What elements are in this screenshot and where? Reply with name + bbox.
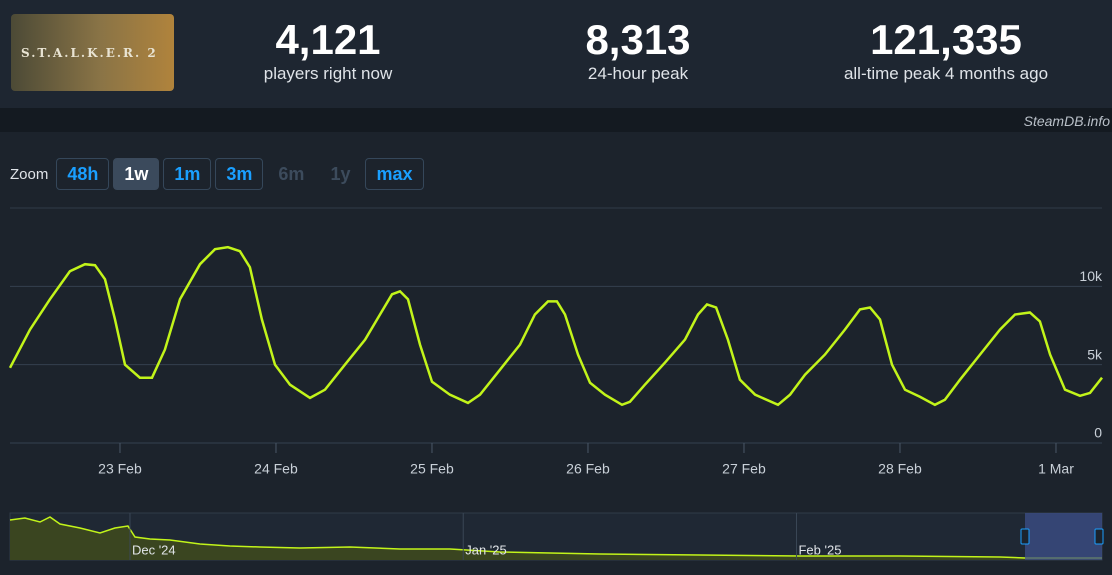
zoom-label: Zoom — [10, 165, 49, 183]
stat-label: all-time peak 4 months ago — [843, 64, 1049, 83]
x-tick-label: 26 Feb — [566, 461, 610, 477]
zoom-button: 1y — [330, 163, 351, 184]
stat-value: 4,121 — [275, 16, 381, 63]
stat: 4,121 players right now — [178, 16, 478, 84]
divider-band — [0, 108, 1112, 132]
navigator-handle — [1020, 528, 1030, 545]
zoom-bar: Zoom 48h 1w 1m 3m 6m 1y max — [10, 158, 424, 190]
navigator-handle — [1094, 528, 1104, 545]
zoom-button[interactable]: 3m — [215, 158, 264, 190]
y-tick-label: 5k — [1087, 346, 1103, 362]
zoom-button[interactable]: 1w — [113, 158, 160, 190]
x-tick-label: Dec '24 — [132, 542, 176, 557]
stat-label: players right now — [263, 64, 393, 83]
y-tick-label: 10k — [1079, 268, 1103, 284]
zoom-button[interactable]: max — [365, 158, 424, 190]
game-logo: S.T.A.L.K.E.R. 2 — [11, 14, 174, 91]
x-tick-label: 23 Feb — [98, 461, 142, 477]
x-tick-label: Jan '25 — [465, 542, 507, 557]
stat-label: 24-hour peak — [587, 64, 689, 83]
y-tick-label: 0 — [1094, 425, 1102, 441]
navigator-area — [10, 517, 1102, 560]
x-tick-label: 1 Mar — [1038, 461, 1074, 477]
navigator-line — [9, 516, 1102, 559]
zoom-button[interactable]: 48h — [56, 158, 110, 190]
stat: 8,313 24-hour peak — [488, 16, 788, 84]
x-tick-label: 24 Feb — [254, 461, 298, 477]
watermark: SteamDB.info — [1023, 113, 1110, 129]
stat-value: 8,313 — [585, 16, 691, 63]
x-tick-label: 27 Feb — [722, 461, 766, 477]
stat-value: 121,335 — [870, 16, 1022, 63]
zoom-button: 6m — [278, 163, 305, 184]
zoom-button[interactable]: 1m — [163, 158, 212, 190]
header: S.T.A.L.K.E.R. 2 4,121 players right now … — [0, 0, 1112, 108]
x-tick-label: 28 Feb — [878, 461, 922, 477]
stat: 121,335 all-time peak 4 months ago — [796, 16, 1096, 84]
player-line — [8, 245, 1103, 407]
x-tick-label: Feb '25 — [798, 542, 841, 557]
navigator-selection — [1025, 513, 1102, 560]
x-tick-label: 25 Feb — [410, 461, 454, 477]
